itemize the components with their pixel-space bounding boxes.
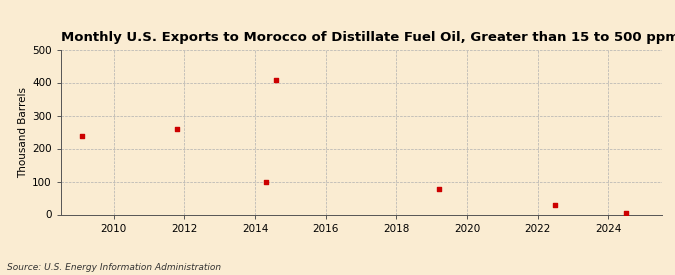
Point xyxy=(261,180,271,185)
Point xyxy=(433,187,444,191)
Point xyxy=(172,127,183,131)
Point xyxy=(621,211,632,215)
Point xyxy=(271,78,281,82)
Text: Monthly U.S. Exports to Morocco of Distillate Fuel Oil, Greater than 15 to 500 p: Monthly U.S. Exports to Morocco of Disti… xyxy=(61,31,675,44)
Point xyxy=(76,134,87,138)
Text: Source: U.S. Energy Information Administration: Source: U.S. Energy Information Administ… xyxy=(7,263,221,272)
Point xyxy=(550,203,561,207)
Y-axis label: Thousand Barrels: Thousand Barrels xyxy=(18,87,28,177)
